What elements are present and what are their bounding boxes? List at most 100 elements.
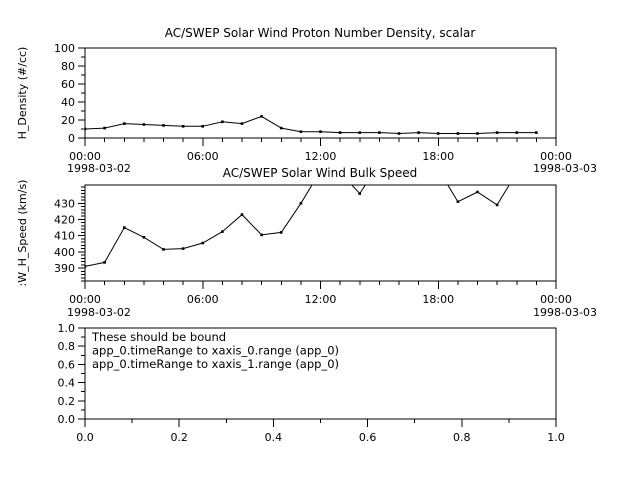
x-tick-label: 00:00 bbox=[540, 150, 572, 163]
data-point-marker bbox=[495, 131, 499, 134]
y-tick-label: 0.2 bbox=[58, 395, 76, 408]
density-plot-title: AC/SWEP Solar Wind Proton Number Density… bbox=[165, 26, 476, 40]
x-tick-label: 0.6 bbox=[359, 431, 377, 444]
y-tick-label: 390 bbox=[54, 262, 75, 275]
data-point-marker bbox=[221, 120, 224, 124]
data-point-marker bbox=[103, 126, 106, 130]
y-tick-label: 0 bbox=[68, 132, 75, 145]
data-point-marker bbox=[123, 226, 126, 229]
data-point-marker bbox=[476, 132, 479, 135]
data-point-marker bbox=[516, 171, 519, 174]
data-point-marker bbox=[85, 265, 87, 268]
data-point-marker bbox=[181, 125, 185, 128]
data-point-marker bbox=[260, 115, 263, 118]
x-tick-label: 00:00 bbox=[540, 293, 572, 306]
y-tick-label: 20 bbox=[61, 114, 75, 127]
x-tick-label: 12:00 bbox=[305, 150, 337, 163]
data-point-marker bbox=[181, 247, 185, 250]
data-point-marker bbox=[299, 202, 303, 205]
data-point-marker bbox=[535, 131, 538, 134]
y-tick-label: 100 bbox=[54, 42, 75, 55]
data-point-marker bbox=[338, 131, 342, 134]
data-point-marker bbox=[103, 261, 106, 264]
data-point-marker bbox=[162, 124, 165, 127]
y-tick-label: 0.8 bbox=[58, 340, 76, 353]
data-point-marker bbox=[299, 130, 303, 133]
x-tick-label: 0.2 bbox=[170, 431, 188, 444]
speed-x-axis-end-date: 1998-03-03 bbox=[533, 306, 597, 319]
data-point-marker bbox=[260, 233, 263, 237]
data-point-marker bbox=[417, 131, 420, 134]
data-point-marker bbox=[515, 131, 519, 134]
y-tick-label: 420 bbox=[54, 213, 75, 226]
y-tick-label: 40 bbox=[61, 96, 75, 109]
data-point-marker bbox=[240, 213, 244, 216]
data-point-marker bbox=[142, 236, 146, 239]
x-tick-label: 0.0 bbox=[76, 431, 94, 444]
y-tick-label: 410 bbox=[54, 230, 75, 243]
data-point-marker bbox=[162, 248, 165, 251]
data-point-marker bbox=[319, 130, 322, 133]
data-point-marker bbox=[398, 153, 401, 156]
data-point-marker bbox=[85, 127, 87, 131]
speed-plot-axes: 390 400 410 420 430 00:00 06:00 12:00 18:00 00:00 bbox=[54, 153, 572, 306]
data-series bbox=[85, 153, 519, 268]
binding-info-plot-axes: 0.0 0.2 0.4 0.6 0.8 1.0 0.0 0.2 0.4 0.6 0.8 1.0 bbox=[58, 322, 565, 444]
data-point-marker bbox=[417, 157, 420, 160]
density-y-axis-label: H_Density (#/cc) bbox=[16, 47, 29, 140]
density-x-axis-start-date: 1998-03-02 bbox=[67, 162, 131, 175]
y-tick-label: 0.0 bbox=[58, 413, 76, 426]
y-tick-label: 430 bbox=[54, 197, 75, 210]
speed-plot[interactable]: AC/SWEP Solar Wind Bulk Speed :W_H_Speed… bbox=[16, 153, 597, 319]
x-tick-label: 06:00 bbox=[187, 150, 219, 163]
data-point-marker bbox=[456, 200, 460, 203]
speed-plot-title: AC/SWEP Solar Wind Bulk Speed bbox=[223, 166, 417, 180]
data-point-marker bbox=[221, 230, 224, 233]
binding-note-line-3: app_0.timeRange to xaxis_1.range (app_0) bbox=[92, 357, 339, 371]
data-point-marker bbox=[123, 122, 126, 125]
data-point-marker bbox=[436, 132, 440, 135]
data-point-marker bbox=[495, 203, 499, 207]
x-tick-label: 0.4 bbox=[265, 431, 283, 444]
data-point-marker bbox=[240, 122, 244, 125]
data-point-marker bbox=[358, 131, 361, 134]
y-tick-label: 0.4 bbox=[58, 377, 76, 390]
data-point-marker bbox=[397, 132, 401, 135]
plot-frame bbox=[84, 184, 557, 282]
x-tick-label: 0.8 bbox=[453, 431, 471, 444]
density-x-axis-end-date: 1998-03-03 bbox=[533, 162, 597, 175]
data-point-marker bbox=[358, 192, 361, 195]
data-point-marker bbox=[142, 123, 146, 126]
speed-x-axis-start-date: 1998-03-02 bbox=[67, 306, 131, 319]
data-point-marker bbox=[437, 168, 440, 171]
data-line bbox=[85, 115, 537, 135]
y-tick-label: 1.0 bbox=[58, 322, 76, 335]
y-tick-label: 80 bbox=[61, 60, 75, 73]
data-line bbox=[85, 185, 510, 267]
density-plot[interactable]: AC/SWEP Solar Wind Proton Number Density… bbox=[16, 26, 597, 175]
x-tick-label: 00:00 bbox=[69, 293, 101, 306]
data-point-marker bbox=[279, 126, 283, 130]
x-tick-label: 12:00 bbox=[305, 293, 337, 306]
y-tick-label: 0.6 bbox=[58, 358, 76, 371]
data-point-marker bbox=[476, 190, 479, 194]
x-tick-label: 18:00 bbox=[422, 293, 454, 306]
density-plot-axes: 0 20 40 60 80 100 00:00 06:00 12:00 18:00 00:00 bbox=[54, 42, 572, 163]
data-point-marker bbox=[378, 131, 381, 134]
binding-note-line-1: These should be bound bbox=[91, 330, 226, 344]
speed-y-axis-label: :W_H_Speed (km/s) bbox=[16, 180, 29, 287]
data-series bbox=[85, 115, 538, 135]
x-tick-label: 00:00 bbox=[69, 150, 101, 163]
data-point-marker bbox=[456, 132, 460, 135]
data-point-marker bbox=[201, 125, 204, 128]
binding-note-line-2: app_0.timeRange to xaxis_0.range (app_0) bbox=[92, 344, 339, 358]
plot-frame bbox=[84, 47, 557, 139]
y-tick-label: 400 bbox=[54, 246, 75, 259]
y-tick-label: 60 bbox=[61, 78, 75, 91]
x-tick-label: 06:00 bbox=[187, 293, 219, 306]
data-point-marker bbox=[201, 241, 204, 245]
binding-info-plot[interactable]: 0.0 0.2 0.4 0.6 0.8 1.0 0.0 0.2 0.4 0.6 0.8 1.0 The… bbox=[58, 322, 565, 444]
x-tick-label: 1.0 bbox=[547, 431, 565, 444]
